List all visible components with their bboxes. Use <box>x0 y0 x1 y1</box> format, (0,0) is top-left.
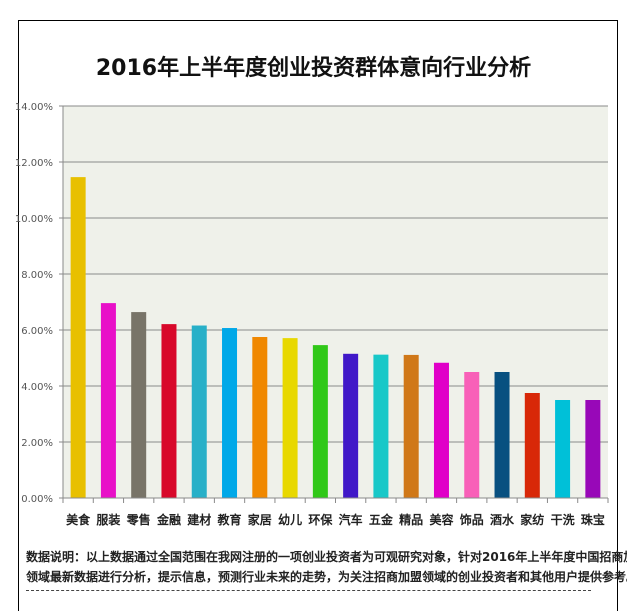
y-tick-label: 8.00% <box>21 270 53 281</box>
bar-chart: 0.00% 2.00% 4.00% 6.00% 8.00% 10.00% 12.00% 14.… <box>15 102 609 527</box>
chart-frame <box>18 20 618 611</box>
x-tick-label: 精品 <box>399 512 423 527</box>
bar-15 <box>494 372 510 498</box>
bar-14 <box>464 372 480 498</box>
x-tick-label: 教育 <box>217 512 242 527</box>
bar-17 <box>555 400 571 498</box>
bar-8 <box>282 338 298 498</box>
bar-11 <box>373 354 389 498</box>
x-tick-label: 建材 <box>186 512 211 527</box>
bar-16 <box>524 393 540 498</box>
x-tick-label: 珠宝 <box>581 512 605 527</box>
x-tick-label: 酒水 <box>490 512 515 527</box>
bar-5 <box>191 325 207 498</box>
y-tick-label: 12.00% <box>15 158 53 169</box>
bar-13 <box>433 362 449 498</box>
y-tick-label: 0.00% <box>21 494 53 505</box>
x-tick-label: 美食 <box>66 512 91 527</box>
bar-12 <box>403 354 419 498</box>
y-tick-label: 2.00% <box>21 438 53 449</box>
plot-area <box>63 106 608 498</box>
x-tick-label: 五金 <box>369 512 394 527</box>
x-tick-label: 服装 <box>96 512 120 527</box>
x-tick-label: 家纺 <box>520 512 544 527</box>
y-tick-label: 6.00% <box>21 326 53 337</box>
x-tick-label: 金融 <box>156 512 181 527</box>
x-tick-label: 干洗 <box>551 512 575 527</box>
x-tick-label: 饰品 <box>460 512 484 527</box>
bar-2 <box>100 303 116 498</box>
y-tick-label: 10.00% <box>15 214 53 225</box>
data-note-line-2: 领域最新数据进行分析，提示信息，预测行业未来的走势，为关注招商加盟领域的创业投资… <box>26 570 627 584</box>
chart-title: 2016年上半年度创业投资群体意向行业分析 <box>95 56 532 81</box>
x-tick-label: 汽车 <box>339 512 363 527</box>
bar-4 <box>161 324 177 498</box>
bar-6 <box>222 328 238 498</box>
bar-1 <box>70 177 86 498</box>
bar-10 <box>343 353 359 498</box>
bar-9 <box>312 345 328 498</box>
data-note-line-1: 数据说明：以上数据通过全国范围在我网注册的一项创业投资者为可观研究对象，针对20… <box>26 550 627 564</box>
bar-18 <box>585 400 601 498</box>
x-tick-label: 幼儿 <box>278 512 302 527</box>
dashed-divider <box>26 590 591 591</box>
bar-3 <box>131 312 147 498</box>
x-tick-label: 零售 <box>126 512 151 527</box>
x-tick-label: 环保 <box>308 512 333 527</box>
x-tick-label: 美容 <box>429 512 453 527</box>
x-tick-label: 家居 <box>248 512 272 527</box>
y-tick-label: 14.00% <box>15 102 53 113</box>
y-tick-label: 4.00% <box>21 382 53 393</box>
bar-7 <box>252 337 268 498</box>
